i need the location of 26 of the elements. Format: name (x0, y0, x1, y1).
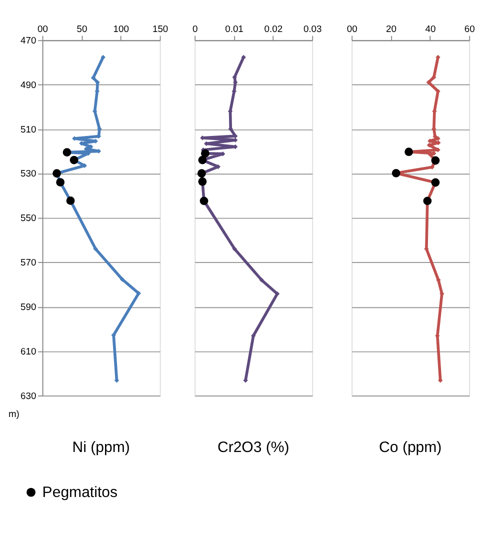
x-tick-label: 0.03 (303, 23, 322, 34)
x-tick-label: 150 (152, 23, 168, 34)
legend-label: Pegmatitos (42, 484, 118, 502)
x-tick-label: 20 (386, 23, 396, 34)
x-tick-label: 100 (113, 23, 129, 34)
y-tick-label: 510 (20, 123, 36, 134)
x-tick-label: 0 (192, 23, 198, 34)
y-tick-label: 530 (20, 168, 36, 179)
y-tick-label: 490 (20, 78, 36, 90)
x-tick-label: 60 (464, 23, 475, 34)
y-tick-label: 550 (20, 212, 36, 224)
x-tick-label: 00 (346, 23, 358, 34)
x-axis-title: Co (ppm) (379, 438, 442, 456)
y-tick-label: 590 (20, 300, 36, 312)
y-tick-label: 630 (20, 390, 36, 401)
x-axis-title: Ni (ppm) (72, 438, 130, 456)
x-tick-label: 0.01 (225, 23, 244, 34)
y-tick-label: 570 (20, 256, 36, 268)
x-tick-label: 40 (425, 23, 436, 34)
x-tick-label: 50 (76, 23, 88, 34)
y-tick-label: 610 (20, 345, 36, 356)
text: m) (8, 408, 20, 420)
x-axis-title: Cr2O3 (%) (217, 438, 290, 456)
y-tick-label: 470 (20, 34, 36, 46)
x-tick-label: 0.02 (264, 23, 283, 34)
x-tick-label: 00 (38, 23, 48, 34)
